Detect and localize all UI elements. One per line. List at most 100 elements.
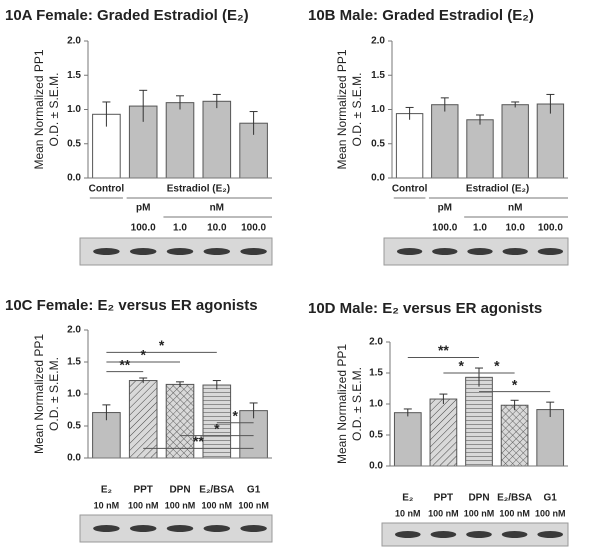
blot-band (430, 531, 457, 538)
y-tick-label: 0.0 (67, 453, 81, 464)
bar (165, 102, 195, 179)
group-label: Estradiol (E₂) (466, 184, 529, 195)
x-tick-label: DPN (169, 485, 190, 496)
blot-band (129, 248, 157, 255)
y-tick-label: 1.0 (67, 389, 81, 400)
x-tick-label: E₂ (402, 493, 413, 504)
y-axis-label: Mean Normalized PP1 (335, 49, 349, 169)
blot-band (166, 525, 194, 532)
significance: * (159, 337, 165, 353)
y-tick-label: 2.0 (371, 36, 385, 47)
y-axis-label: O.D. ± S.E.M. (47, 73, 61, 147)
y-tick-label: 1.0 (67, 104, 81, 115)
blot-band (537, 248, 564, 255)
significance: ** (119, 356, 130, 372)
bar (239, 122, 268, 179)
blot-band (394, 531, 421, 538)
y-tick-label: 0.5 (67, 138, 81, 149)
y-tick-label: 1.0 (369, 399, 383, 410)
blot-band (240, 525, 267, 532)
blot-band (93, 248, 120, 255)
dose-label: 100 nM (128, 500, 159, 510)
y-tick-label: 0.5 (369, 430, 383, 441)
bar (429, 398, 458, 467)
bar (202, 100, 232, 179)
x-tick-label: E₂/BSA (199, 485, 234, 496)
bar (393, 412, 422, 467)
blot-band (166, 248, 194, 255)
blot-band (93, 525, 120, 532)
bar (465, 376, 493, 467)
unit-label: pM (438, 203, 452, 214)
bar (395, 113, 424, 179)
x-tick-label: 100.0 (538, 223, 563, 234)
x-tick-label: DPN (468, 493, 489, 504)
panel-title: 10D Male: E₂ versus ER agonists (308, 300, 542, 317)
group-label: Estradiol (E₂) (167, 184, 230, 195)
blot-band (240, 248, 267, 255)
dose-label: 100 nM (464, 508, 495, 518)
significance: * (494, 358, 500, 374)
x-tick-label: 1.0 (473, 223, 487, 234)
dose-label: 100 nM (202, 500, 233, 510)
y-tick-label: 1.5 (369, 368, 383, 379)
dose-label: 100 nM (165, 500, 196, 510)
y-tick-label: 1.0 (371, 104, 385, 115)
bar (165, 383, 195, 459)
bar (536, 409, 565, 467)
x-tick-label: PPT (434, 493, 453, 504)
blot-band (502, 248, 528, 255)
blot-band (396, 248, 423, 255)
x-tick-label: Control (89, 184, 125, 195)
x-tick-label: 1.0 (173, 223, 187, 234)
x-tick-label: E₂ (101, 485, 112, 496)
dose-label: 100 nM (238, 500, 269, 510)
dose-label: 10 nM (94, 500, 120, 510)
blot-band (466, 531, 492, 538)
significance: * (232, 408, 238, 424)
x-tick-label: G1 (544, 493, 558, 504)
dose-label: 100 nM (428, 508, 459, 518)
y-axis-label: O.D. ± S.E.M. (350, 73, 364, 147)
bar (431, 104, 459, 179)
x-tick-label: Control (392, 184, 428, 195)
y-tick-label: 1.5 (67, 70, 81, 81)
blot-band (537, 531, 564, 538)
significance: * (458, 358, 464, 374)
blot-band (432, 248, 458, 255)
bar (500, 404, 529, 467)
x-tick-label: G1 (247, 485, 261, 496)
panel-title: 10B Male: Graded Estradiol (E₂) (308, 7, 534, 24)
y-axis-label: Mean Normalized PP1 (32, 334, 46, 454)
y-tick-label: 0.5 (371, 138, 385, 149)
y-tick-label: 0.0 (371, 173, 385, 184)
y-tick-label: 0.5 (67, 421, 81, 432)
y-tick-label: 2.0 (369, 337, 383, 348)
y-tick-label: 2.0 (67, 36, 81, 47)
y-axis-label: O.D. ± S.E.M. (47, 357, 61, 431)
significance: * (140, 347, 146, 363)
dose-label: 100 nM (499, 508, 530, 518)
bar (128, 380, 158, 459)
bar (202, 384, 232, 459)
y-axis-label: Mean Normalized PP1 (32, 49, 46, 169)
significance: ** (438, 342, 449, 358)
x-tick-label: E₂/BSA (497, 493, 532, 504)
y-tick-label: 1.5 (371, 70, 385, 81)
panel-title: 10C Female: E₂ versus ER agonists (5, 297, 258, 314)
x-tick-label: 100.0 (241, 223, 266, 234)
blot-band (501, 531, 528, 538)
x-tick-label: 10.0 (505, 223, 525, 234)
unit-label: nM (210, 203, 224, 214)
bar (501, 104, 529, 179)
unit-label: pM (136, 203, 150, 214)
blot-band (203, 525, 231, 532)
significance: * (512, 376, 518, 392)
y-tick-label: 1.5 (67, 357, 81, 368)
y-tick-label: 2.0 (67, 325, 81, 336)
bar (239, 410, 268, 459)
blot-band (467, 248, 493, 255)
significance: * (214, 420, 220, 436)
x-tick-label: 100.0 (131, 223, 156, 234)
